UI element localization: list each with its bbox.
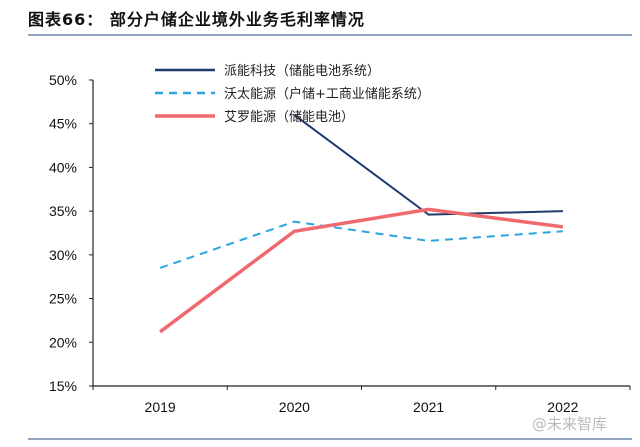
y-tick-label: 45%	[49, 116, 77, 132]
divider-bottom	[28, 438, 632, 440]
series-line-2	[159, 220, 563, 269]
chart-title: 图表66： 部分户储企业境外业务毛利率情况	[28, 10, 365, 29]
x-tick-label: 2021	[413, 399, 444, 415]
y-tick-label: 50%	[49, 72, 77, 88]
x-tick-label: 2022	[547, 399, 578, 415]
x-tick-label: 2019	[145, 399, 176, 415]
watermark: @未来智库	[532, 415, 608, 433]
y-tick-label: 40%	[49, 159, 77, 175]
x-tick-label: 2020	[279, 399, 310, 415]
y-tick-label: 20%	[49, 334, 77, 350]
y-tick-label: 35%	[49, 203, 77, 219]
series-line-3	[159, 207, 564, 334]
y-tick-label: 30%	[49, 247, 77, 263]
divider-top	[28, 34, 632, 36]
series-line-1	[293, 114, 563, 216]
legend-label: 派能科技（储能电池系统）	[224, 64, 380, 79]
legend-label: 艾罗能源（储能电池）	[224, 110, 354, 125]
y-tick-label: 25%	[49, 291, 77, 307]
legend-label: 沃太能源（户储+工商业储能系统）	[224, 86, 430, 102]
y-tick-label: 15%	[49, 378, 77, 394]
